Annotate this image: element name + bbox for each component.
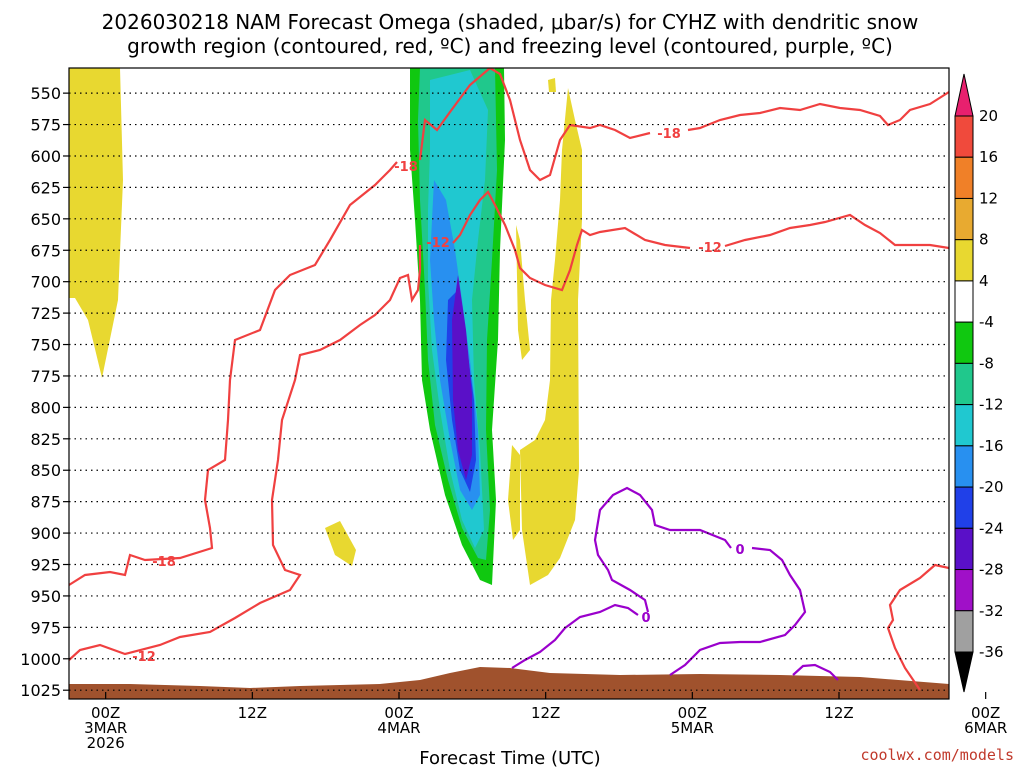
y-tick-label-850: 850 xyxy=(30,461,61,480)
y-tick-label-650: 650 xyxy=(30,210,61,229)
pressure-gridlines xyxy=(69,92,949,691)
y-tick-label-625: 625 xyxy=(30,178,61,197)
omega-positive-region-dot xyxy=(548,78,556,92)
colorbar-box-10 xyxy=(954,527,974,571)
x-tick-label-5-0: 12Z xyxy=(824,704,853,722)
plot-area xyxy=(69,68,949,699)
colorbar-box-12 xyxy=(954,610,974,653)
y-tick-label-600: 600 xyxy=(30,147,61,166)
x-tick-label-4-0: 00Z xyxy=(678,704,707,722)
colorbar-label-13: -36 xyxy=(979,643,1004,661)
colorbar-label-11: -28 xyxy=(979,561,1004,579)
x-tick-label-0-2: 2026 xyxy=(87,734,125,752)
y-tick-label-900: 900 xyxy=(30,524,61,543)
colorbar-label-2: 12 xyxy=(979,189,998,207)
x-tick-label-6-0: 00Z xyxy=(971,704,1000,722)
colorbar-label-12: -32 xyxy=(979,602,1004,620)
freezing-contour-small xyxy=(792,663,839,681)
colorbar-label-6: -8 xyxy=(979,354,994,372)
colorbar-label-5: -4 xyxy=(979,313,994,331)
y-axis: 550 575 600 625 650 675 700 725 750 775 800 825 850 8… xyxy=(20,84,69,700)
colorbar-box-4 xyxy=(954,280,974,323)
colorbar-box-9 xyxy=(954,486,974,529)
colorbar-bottom-triangle xyxy=(954,651,974,693)
omega-positive-region-left xyxy=(69,68,123,378)
y-tick-label-875: 875 xyxy=(30,493,61,512)
colorbar-top-triangle xyxy=(954,73,974,117)
omega-colorbar: 20 16 12 8 4 -4 -8 -12 -16 -20 -24 -28 -32 -36 xyxy=(954,73,1004,693)
y-tick-label-800: 800 xyxy=(30,398,61,417)
omega-positive-region-main xyxy=(520,88,582,585)
colorbar-box-3 xyxy=(954,239,974,282)
y-tick-label-775: 775 xyxy=(30,367,61,386)
colorbar-label-3: 8 xyxy=(979,231,989,249)
colorbar-box-7 xyxy=(954,404,974,447)
y-tick-label-925: 925 xyxy=(30,556,61,575)
y-tick-label-675: 675 xyxy=(30,241,61,260)
plot-border xyxy=(68,67,950,700)
dgz-label-minus18-c: -18 xyxy=(657,127,681,142)
y-tick-label-950: 950 xyxy=(30,587,61,606)
dgz-label-minus18-b: -18 xyxy=(152,555,176,570)
colorbar-box-1 xyxy=(954,156,974,199)
omega-negative-band-purple xyxy=(452,275,472,480)
dgz-label-minus12-a: -12 xyxy=(426,236,450,251)
x-tick-label-2-0: 00Z xyxy=(384,704,413,722)
omega-positive-region-strip2 xyxy=(508,445,520,540)
colorbar-label-8: -16 xyxy=(979,437,1004,455)
dgz-contour-minus18-upper xyxy=(69,161,398,586)
y-tick-label-750: 750 xyxy=(30,336,61,355)
x-tick-label-0-0: 00Z xyxy=(91,704,120,722)
y-tick-label-1000: 1000 xyxy=(20,650,61,669)
x-tick-label-2-1: 4MAR xyxy=(377,719,420,737)
colorbar-box-11 xyxy=(954,569,974,612)
chart-title-line-1: 2026030218 NAM Forecast Omega (shaded, μ… xyxy=(102,10,919,34)
dgz-contour-minus18-mid xyxy=(418,68,651,182)
freezing-label-a: 0 xyxy=(735,543,744,558)
colorbar-label-7: -12 xyxy=(979,396,1004,414)
omega-positive-region-small xyxy=(325,521,356,566)
x-tick-label-4-1: 5MAR xyxy=(671,719,714,737)
freezing-label-b: 0 xyxy=(641,611,650,626)
x-axis-title: Forecast Time (UTC) xyxy=(419,748,600,768)
colorbar-label-9: -20 xyxy=(979,478,1004,496)
dgz-label-minus12-c: -12 xyxy=(132,650,156,665)
y-tick-label-975: 975 xyxy=(30,618,61,637)
dgz-label-minus18-a: -18 xyxy=(394,160,418,175)
dgz-contour-minus18-right xyxy=(687,91,949,132)
freezing-contour-upper xyxy=(593,486,732,613)
colorbar-box-5 xyxy=(954,321,974,364)
y-tick-label-700: 700 xyxy=(30,273,61,292)
colorbar-label-0: 20 xyxy=(979,107,998,125)
colorbar-box-8 xyxy=(954,445,974,488)
y-tick-label-550: 550 xyxy=(30,84,61,103)
colorbar-box-6 xyxy=(954,362,974,406)
x-tick-label-0-1: 3MAR xyxy=(84,719,127,737)
x-tick-label-3-0: 12Z xyxy=(531,704,560,722)
colorbar-label-4: 4 xyxy=(979,272,989,290)
y-tick-label-725: 725 xyxy=(30,304,61,323)
y-tick-label-1025: 1025 xyxy=(20,681,61,700)
y-tick-label-825: 825 xyxy=(30,430,61,449)
colorbar-label-1: 16 xyxy=(979,148,998,166)
freezing-contour-left xyxy=(511,603,639,669)
freezing-contour-right xyxy=(669,546,807,676)
dgz-label-minus12-b: -12 xyxy=(698,241,722,256)
y-tick-label-575: 575 xyxy=(30,116,61,135)
colorbar-label-10: -24 xyxy=(979,519,1004,537)
x-tick-label-1-0: 12Z xyxy=(238,704,267,722)
dgz-contour-minus12-corner xyxy=(886,563,949,691)
x-tick-label-6-1: 6MAR xyxy=(964,719,1007,737)
terrain-surface xyxy=(69,667,949,699)
chart-title-line-2: growth region (contoured, red, ºC) and f… xyxy=(127,34,893,58)
dgz-contour-minus12-lower xyxy=(69,245,422,661)
credit-text: coolwx.com/models xyxy=(860,746,1014,764)
dgz-contour-minus12-mid xyxy=(452,190,691,292)
dgz-contour-minus12-right xyxy=(724,213,949,250)
colorbar-box-0 xyxy=(954,115,974,158)
omega-positive-region-strip xyxy=(516,225,530,360)
colorbar-box-2 xyxy=(954,197,974,241)
